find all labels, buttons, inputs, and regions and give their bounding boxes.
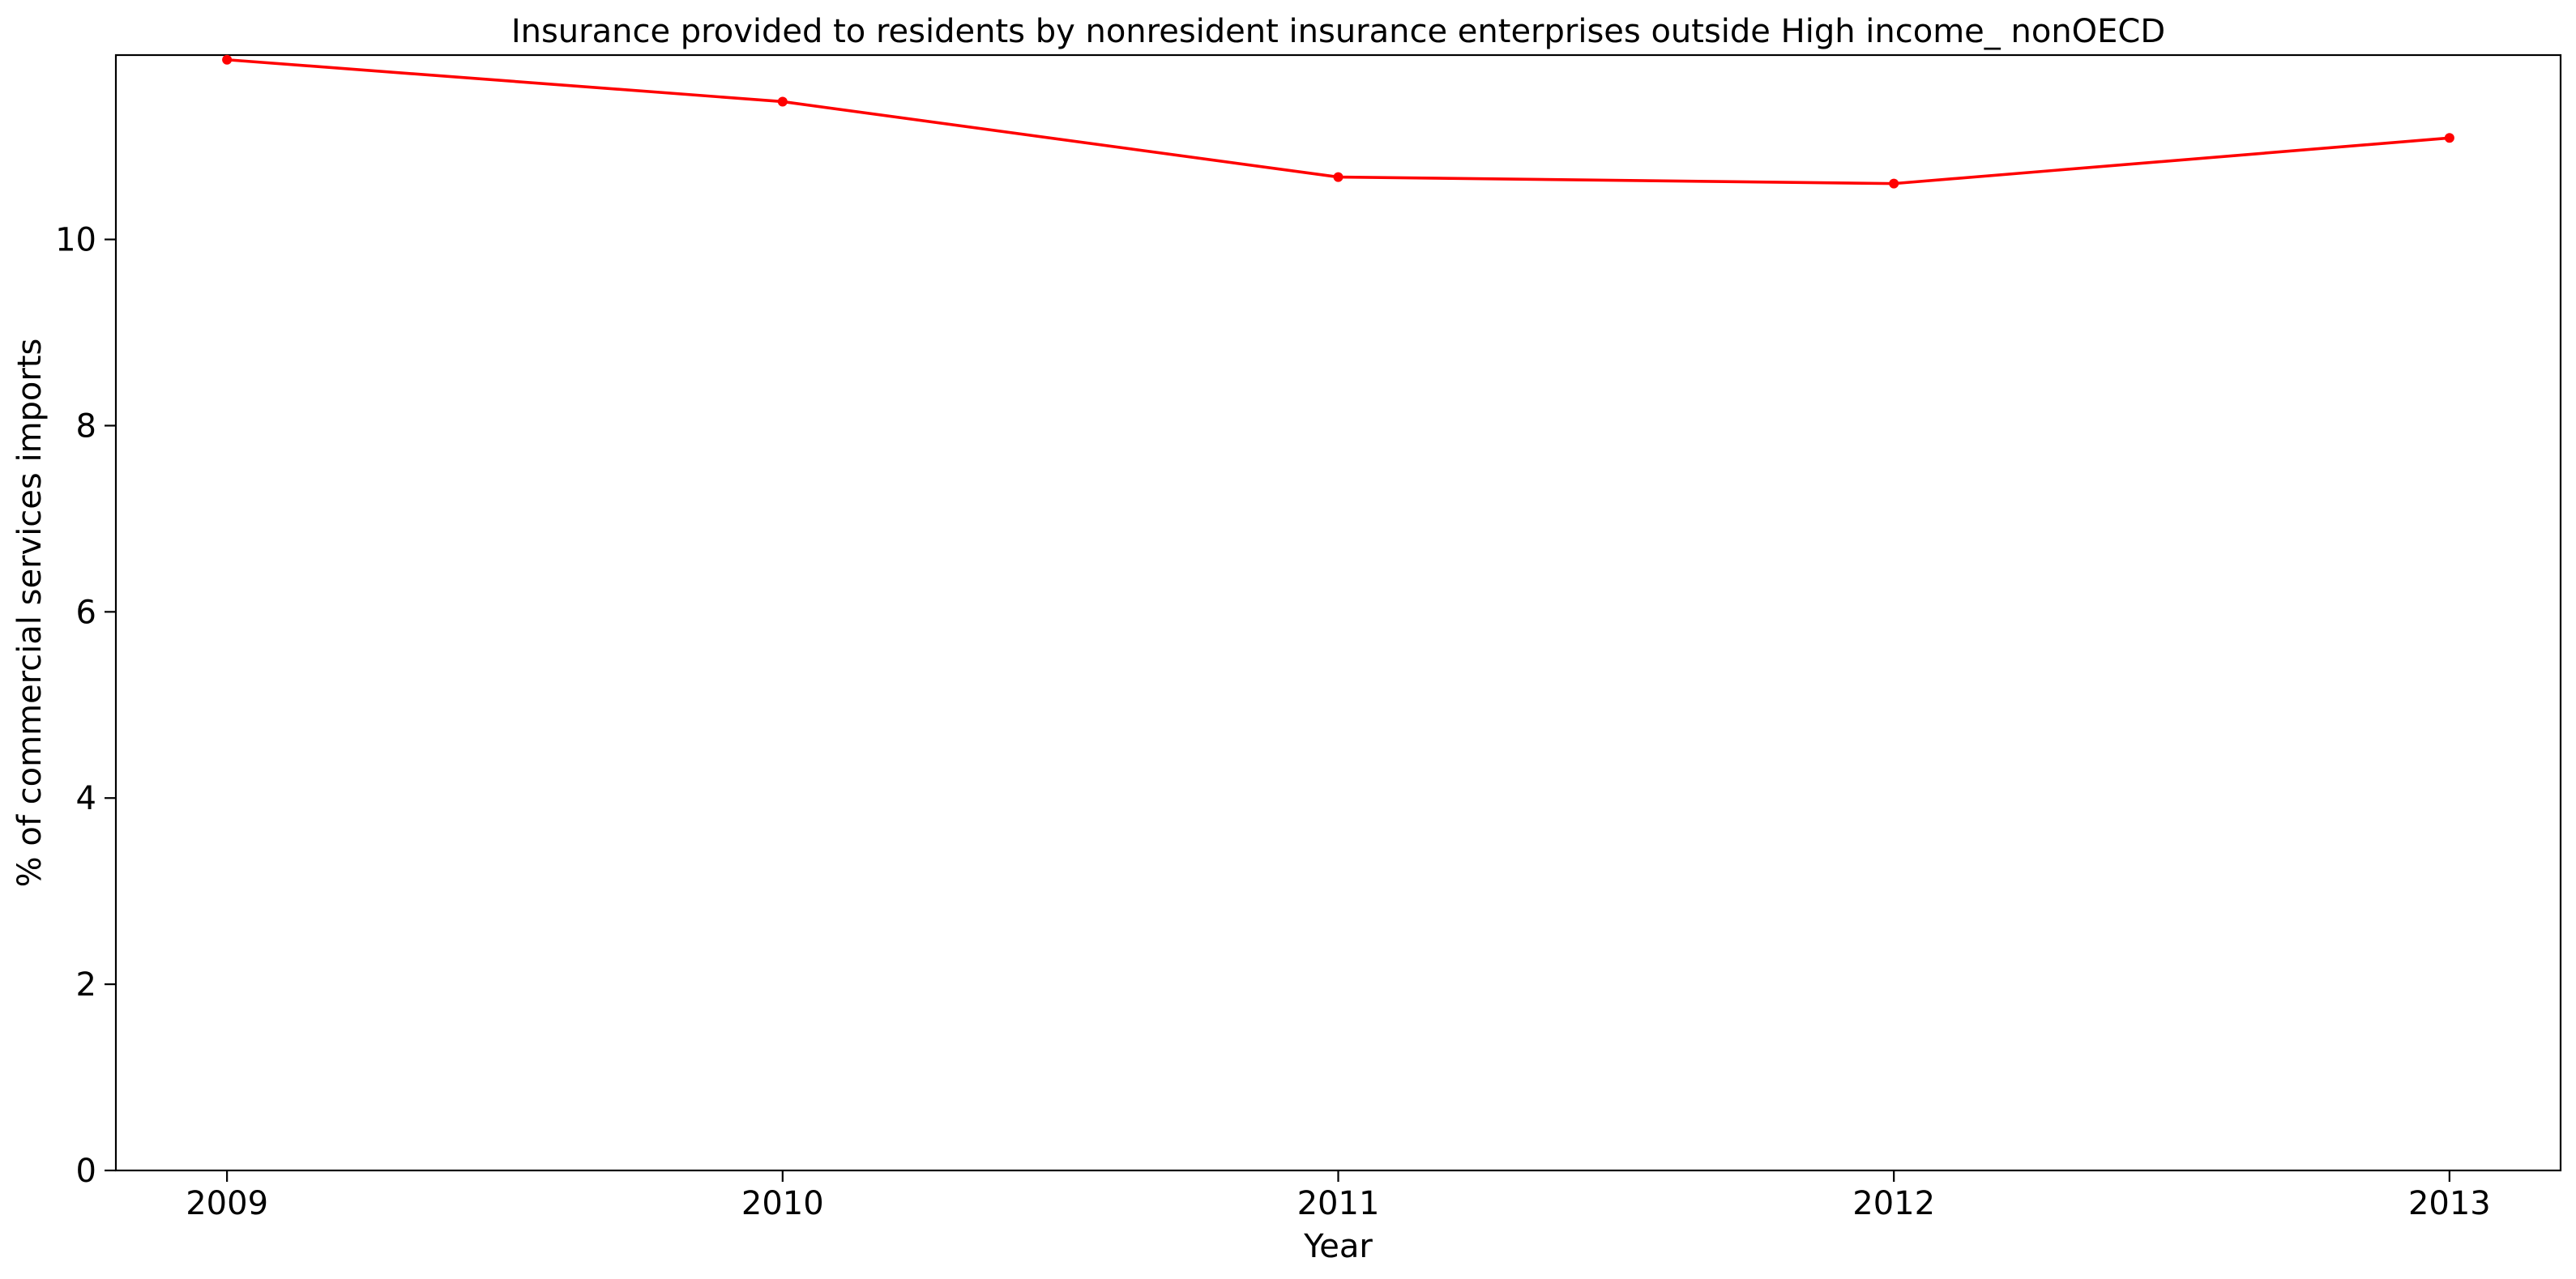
chart-title: Insurance provided to residents by nonre… <box>511 13 2165 50</box>
y-tick-label: 4 <box>76 780 96 817</box>
data-point <box>777 96 788 107</box>
data-point <box>2444 133 2454 143</box>
series-line <box>225 58 2451 185</box>
data-point <box>222 54 233 65</box>
y-tick-label: 6 <box>76 594 96 631</box>
x-tick-label: 2011 <box>1297 1185 1380 1222</box>
y-tick-label: 10 <box>55 222 96 259</box>
series-layer <box>222 54 2454 189</box>
x-tick-label: 2010 <box>741 1185 824 1222</box>
data-point <box>1889 178 1899 189</box>
x-tick-label: 2012 <box>1852 1185 1935 1222</box>
x-tick-label: 2013 <box>2408 1185 2491 1222</box>
x-tick-label: 2009 <box>186 1185 268 1222</box>
y-tick-label: 8 <box>76 407 96 445</box>
plot-area-frame <box>114 53 2562 1172</box>
x-axis-ticks: 2009 2010 2011 2012 2013 <box>186 1170 2491 1222</box>
y-axis-label: % of commercial services imports <box>11 339 49 888</box>
x-axis-label: Year <box>1303 1228 1373 1265</box>
y-tick-label: 2 <box>76 966 96 1004</box>
data-point <box>1333 172 1344 182</box>
y-tick-label: 0 <box>76 1153 96 1190</box>
y-axis-ticks: 0 2 4 6 8 10 <box>55 222 116 1190</box>
